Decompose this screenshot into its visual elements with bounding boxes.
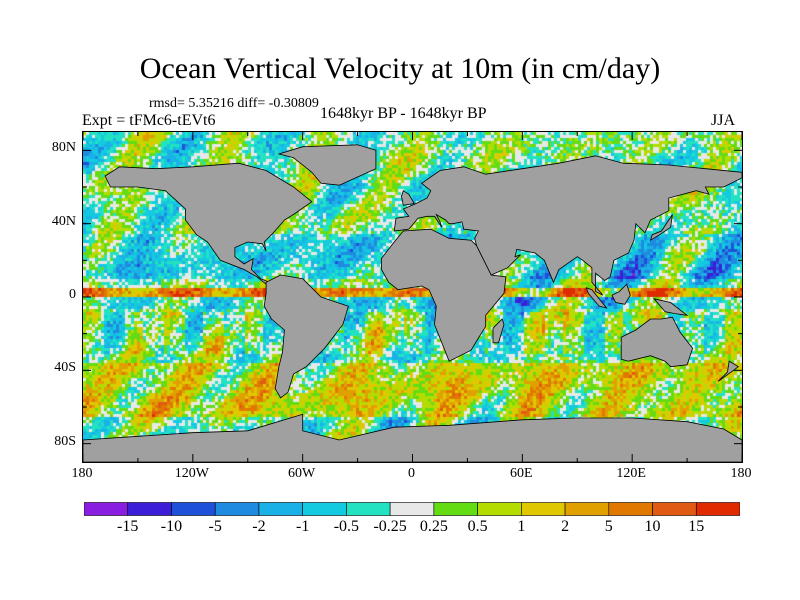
y-axis-label: 0 xyxy=(69,287,76,302)
colorbar-label: -15 xyxy=(117,518,139,535)
land-madagascar xyxy=(492,318,505,344)
land-japan xyxy=(649,214,673,242)
experiment-label: Expt = tFMc6-tEVt6 xyxy=(82,112,216,129)
x-axis-label: 0 xyxy=(408,466,415,481)
colorbar-box xyxy=(214,502,260,516)
colorbar-box xyxy=(521,502,566,516)
y-axis-label: 80S xyxy=(54,433,76,449)
colorbar-label: 0.25 xyxy=(419,518,448,535)
land-africa xyxy=(380,228,507,362)
land-new-guinea xyxy=(653,298,689,316)
colorbar-box xyxy=(433,502,478,516)
colorbar-box xyxy=(389,502,435,516)
colorbar-box xyxy=(127,502,172,516)
colorbar-label: -0.5 xyxy=(333,518,360,535)
colorbar-box xyxy=(477,502,522,516)
x-axis-label: 180 xyxy=(71,466,93,481)
colorbar-box xyxy=(171,502,216,516)
colorbar-label: -1 xyxy=(295,518,310,535)
colorbar-box xyxy=(258,502,303,516)
land-new-zealand xyxy=(717,360,740,382)
land-antarctica xyxy=(83,413,742,462)
x-axis-label: 180 xyxy=(730,466,752,481)
x-axis-label: 120E xyxy=(616,466,646,481)
colorbar-label: 15 xyxy=(688,518,705,535)
plot-title: Ocean Vertical Velocity at 10m (in cm/da… xyxy=(139,52,661,85)
land-greenland xyxy=(277,144,377,186)
colorbar-box xyxy=(652,502,697,516)
land-south-america xyxy=(263,274,349,399)
land-uk xyxy=(401,190,415,206)
y-axis-label: 80N xyxy=(51,140,76,156)
colorbar-label: 0.5 xyxy=(467,518,488,535)
colorbar-box xyxy=(84,502,129,516)
x-axis-label: 60W xyxy=(288,466,316,481)
colorbar-label: 2 xyxy=(561,518,570,535)
axis-ticks xyxy=(83,132,742,462)
y-axis-label: 40S xyxy=(54,360,76,376)
colorbar-label: 1 xyxy=(517,518,526,535)
land-eurasia xyxy=(393,155,742,296)
stats-text: rmsd= 5.35216 diff= -0.30809 xyxy=(149,96,319,111)
land-layer xyxy=(83,144,742,462)
colorbar-box xyxy=(302,502,347,516)
colorbar-label: 10 xyxy=(644,518,661,535)
y-axis-label: 40N xyxy=(51,213,76,229)
colorbar-label: -5 xyxy=(208,518,222,535)
land-borneo xyxy=(611,283,631,305)
season-label: JJA xyxy=(711,112,736,129)
colorbar-box xyxy=(695,502,740,516)
colorbar-label: -2 xyxy=(252,518,266,535)
period-label: 1648kyr BP - 1648kyr BP xyxy=(320,105,487,122)
colorbar-label: -10 xyxy=(160,518,183,535)
colorbar-box xyxy=(608,502,653,516)
land-australia xyxy=(620,316,694,368)
land-north-america xyxy=(104,162,313,285)
colorbar-label: 5 xyxy=(604,518,613,535)
map-panel xyxy=(82,131,743,463)
colorbar-box xyxy=(564,502,610,516)
colorbar-label: -0.25 xyxy=(373,518,407,535)
x-axis-label: 120W xyxy=(174,466,209,481)
colorbar xyxy=(84,502,740,516)
x-axis-label: 60E xyxy=(510,466,533,481)
land-sumatra xyxy=(585,287,608,309)
colorbar-box xyxy=(346,502,391,516)
